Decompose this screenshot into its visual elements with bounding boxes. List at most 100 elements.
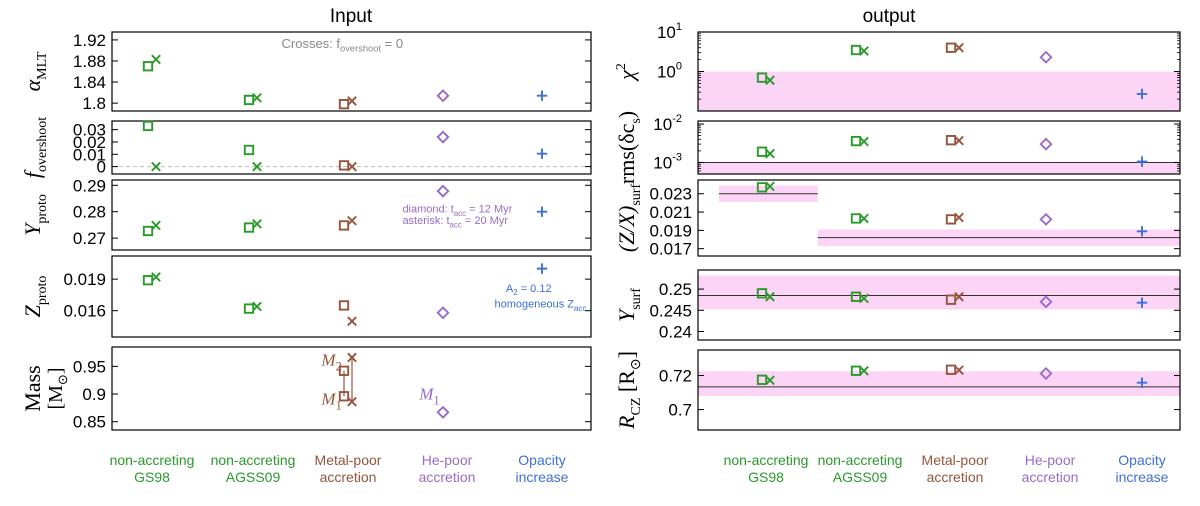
data-point-square [338, 99, 350, 110]
y-tick-label: 0.019 [649, 221, 692, 240]
data-point-cross [859, 136, 869, 147]
data-point-cross [347, 161, 357, 172]
y-tick-label: 0.72 [659, 367, 692, 386]
data-point-square [945, 364, 957, 375]
data-point-plus [1136, 297, 1148, 308]
data-point-square [945, 42, 957, 53]
category-label-AGSS09-line2: AGSS09 [226, 469, 281, 485]
panel-7: 10-3 10-2 rms(δcs) [614, 111, 1181, 184]
y-tick-label: 10-3 [653, 151, 682, 172]
data-point-cross [954, 42, 964, 53]
y-tick-label: 1.8 [82, 94, 106, 113]
uncertainty-band [698, 162, 1180, 174]
y-tick-label: 0.01 [73, 145, 106, 164]
data-point-square [850, 135, 862, 147]
data-point-plus [1136, 226, 1148, 237]
panel-6: 100 101 χ2 [614, 21, 1181, 112]
category-label-AGSS09: non-accreting [211, 452, 296, 468]
data-point-diamond [436, 184, 450, 198]
category-label-he: He-poor [1025, 452, 1076, 468]
data-point-square [756, 182, 768, 193]
panel-4: 0.016 0.019 Zproto A2 = 0.12 homogeneous Zac… [20, 255, 592, 338]
panel-10: 0.7 0.72 RCZ [R⊙] [614, 349, 1181, 431]
data-point-plus [536, 90, 548, 101]
y-axis-label: Ysurf [614, 288, 644, 322]
data-point-cross [347, 96, 357, 106]
data-point-cross [252, 218, 262, 229]
data-point-square [243, 303, 255, 314]
axes-frame [697, 269, 1181, 341]
y-tick-label: 0.02 [73, 133, 106, 152]
category-label-GS98-line2: GS98 [748, 469, 784, 485]
data-point-cross [347, 316, 357, 327]
y-tick-label: 0.245 [649, 301, 692, 320]
y-tick-label: 0.95 [73, 357, 106, 376]
data-point-cross [347, 396, 357, 407]
category-label-GS98: non-accreting [110, 452, 195, 468]
data-point-diamond [1039, 50, 1053, 64]
data-point-cross [765, 291, 775, 302]
category-label-AGSS09-line2: AGSS09 [833, 469, 888, 485]
annotation: M1 [418, 385, 439, 408]
data-point-asterisk [1049, 152, 1059, 161]
data-point-square [945, 214, 957, 225]
data-point-square [756, 146, 768, 157]
y-axis-label: Mass [20, 365, 45, 411]
y-axis-label: rms(δcs) [614, 111, 644, 184]
annotation: M2 [320, 350, 341, 373]
y-axis-label: χ2 [614, 63, 639, 82]
data-point-plus [536, 206, 548, 217]
data-point-cross [765, 181, 775, 192]
data-point-cross [765, 375, 775, 386]
y-axis-label: Zproto [20, 276, 50, 318]
y-tick-label: 0.021 [649, 203, 692, 222]
panel-1: 1.8 1.84 1.88 1.92 αMLT Crosses: fovershoot =… [20, 31, 592, 113]
panel-9: 0.24 0.245 0.25 Ysurf [614, 269, 1181, 342]
data-point-square [850, 291, 862, 302]
data-point-diamond [1039, 212, 1053, 226]
axes-frame [697, 120, 1181, 175]
data-point-cross [252, 301, 262, 312]
y-tick-label: 0.25 [659, 280, 692, 299]
category-label-metal: Metal-poor [315, 452, 382, 468]
data-point-square [338, 300, 350, 311]
data-point-cross [252, 161, 262, 172]
data-point-cross [954, 212, 964, 223]
annotation: Crosses: fovershoot = 0 [282, 36, 404, 54]
data-point-cross [347, 215, 357, 226]
category-label-he-line2: accretion [419, 469, 476, 485]
data-point-square [142, 275, 154, 286]
panel-5: 0.85 0.9 0.95 Mass [M⊙] M2 M1 M1 [20, 346, 592, 432]
annotation: M1 [320, 390, 341, 413]
data-point-square [756, 374, 768, 385]
data-point-cross [347, 352, 357, 363]
data-point-cross [765, 148, 775, 159]
data-point-square [338, 160, 350, 171]
y-tick-label: 0.016 [63, 302, 106, 321]
y-tick-label: 1.92 [73, 31, 106, 50]
category-label-opacity-line2: increase [516, 469, 569, 485]
annotation: homogeneous Zacc [495, 299, 587, 313]
uncertainty-band [698, 275, 1180, 310]
y-axis-label: RCZ [R⊙] [614, 351, 644, 430]
y-axis-label: Yproto [20, 194, 50, 236]
data-point-cross [151, 272, 161, 282]
data-point-square [142, 225, 154, 237]
axes-frame [697, 349, 1181, 431]
data-point-cross [954, 365, 964, 375]
data-point-plus [536, 148, 548, 159]
data-point-cross [954, 135, 964, 146]
data-point-square [338, 365, 350, 376]
data-point-cross [859, 46, 869, 56]
category-label-metal-line2: accretion [927, 469, 984, 485]
category-label-he: He-poor [422, 452, 473, 468]
data-point-cross [151, 220, 161, 231]
data-point-diamond [436, 89, 450, 103]
data-point-cross [859, 213, 869, 224]
axes-frame [111, 120, 592, 175]
annotation: A2 = 0.12 [506, 283, 552, 297]
data-point-diamond [1039, 366, 1053, 381]
data-point-asterisk [446, 67, 456, 76]
data-point-diamond [436, 130, 450, 144]
